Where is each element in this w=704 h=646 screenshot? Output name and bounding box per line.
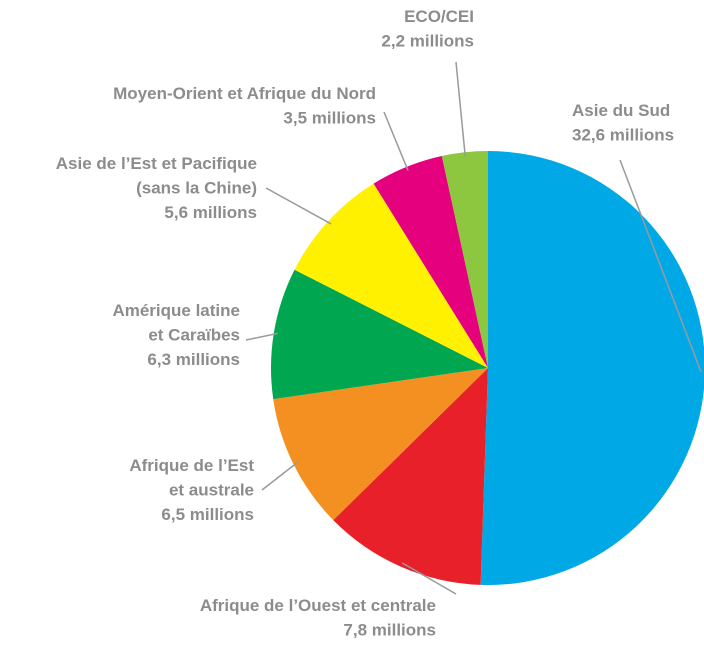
pie-slice bbox=[273, 368, 488, 521]
slice-label: Afrique de l’Est et australe 6,5 millions bbox=[129, 456, 254, 524]
pie-slice bbox=[271, 269, 488, 400]
category-line: et Caraïbes bbox=[148, 326, 240, 345]
leader-line bbox=[245, 332, 278, 341]
pie-slice bbox=[373, 155, 488, 368]
category-label: Amérique latine et Caraïbes bbox=[112, 301, 240, 345]
pie-slice bbox=[480, 151, 704, 585]
category-line: Asie de l’Est et Pacifique bbox=[56, 154, 257, 173]
value-label: 2,2 millions bbox=[381, 32, 474, 51]
category-label: Asie du Sud bbox=[572, 101, 670, 120]
category-line: ECO/CEI bbox=[404, 7, 474, 26]
category-line: Moyen-Orient et Afrique du Nord bbox=[113, 84, 376, 103]
category-label: Afrique de l’Ouest et centrale bbox=[200, 596, 436, 615]
value-label: 32,6 millions bbox=[572, 126, 674, 145]
category-line: Asie du Sud bbox=[572, 101, 670, 120]
value-label: 6,3 millions bbox=[147, 350, 240, 369]
category-label: ECO/CEI bbox=[404, 7, 474, 26]
value-label: 6,5 millions bbox=[161, 505, 254, 524]
category-line: et australe bbox=[169, 481, 254, 500]
leader-line bbox=[383, 111, 409, 171]
category-line: (sans la Chine) bbox=[136, 179, 257, 198]
leader-line bbox=[619, 159, 702, 372]
category-label: Moyen-Orient et Afrique du Nord bbox=[113, 84, 376, 103]
value-label: 3,5 millions bbox=[283, 109, 376, 128]
category-label: Asie de l’Est et Pacifique (sans la Chine… bbox=[56, 154, 257, 198]
value-label: 5,6 millions bbox=[164, 203, 257, 222]
category-line: Amérique latine bbox=[112, 301, 240, 320]
value-label: 7,8 millions bbox=[343, 621, 436, 640]
category-label: Afrique de l’Est et australe bbox=[129, 456, 254, 500]
pie-slice bbox=[294, 183, 488, 368]
slice-label: Afrique de l’Ouest et centrale 7,8 millio… bbox=[200, 596, 436, 640]
pie-slice bbox=[333, 368, 488, 585]
category-line: Afrique de l’Ouest et centrale bbox=[200, 596, 436, 615]
slice-label: ECO/CEI 2,2 millions bbox=[381, 7, 474, 51]
category-line: Afrique de l’Est bbox=[129, 456, 254, 475]
slice-label: Amérique latine et Caraïbes 6,3 millions bbox=[112, 301, 240, 369]
leader-line bbox=[265, 187, 332, 225]
leader-line bbox=[455, 61, 466, 157]
slice-label: Moyen-Orient et Afrique du Nord 3,5 milli… bbox=[113, 84, 376, 128]
leader-line bbox=[401, 562, 457, 595]
slice-label: Asie du Sud 32,6 millions bbox=[572, 101, 674, 145]
pie-slice bbox=[441, 151, 488, 368]
slice-label: Asie de l’Est et Pacifique (sans la Chine… bbox=[56, 154, 257, 222]
leader-line bbox=[261, 462, 298, 491]
